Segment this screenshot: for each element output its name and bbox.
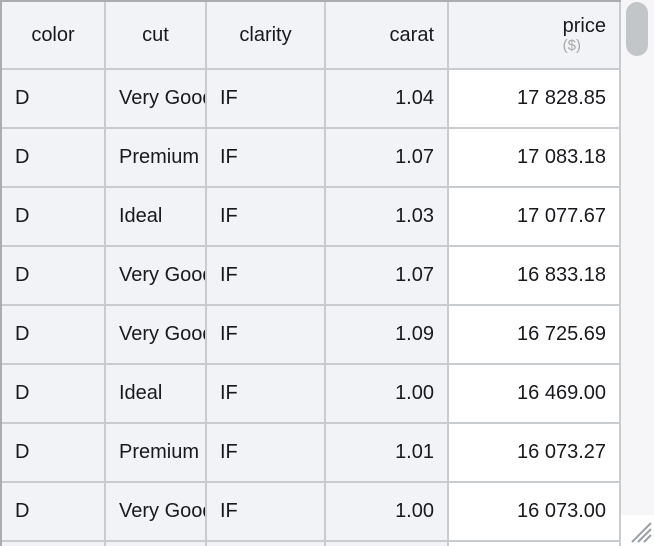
cell-cut: Premium [106,129,207,188]
table-row: D Premium IF 1.01 16 073.27 [2,424,621,483]
cell-clarity [207,542,326,546]
cell-color: D [2,188,106,247]
table-row: D Very Good IF 1.00 16 073.00 [2,483,621,542]
diamonds-table: color cut clarity carat price ($) D Very … [2,2,621,546]
table-row: D Very Good IF 1.04 17 828.85 [2,70,621,129]
cell-price: 16 073.27 [449,424,621,483]
cell-color: D [2,247,106,306]
header-row: color cut clarity carat price ($) [2,2,621,70]
resize-grip-icon[interactable] [627,518,653,544]
table-row: D Very Good IF 1.09 16 725.69 [2,306,621,365]
cell-carat: 1.07 [326,247,449,306]
cell-cut: Premium [106,424,207,483]
cell-clarity: IF [207,129,326,188]
cell-clarity: IF [207,483,326,542]
table-row: D Ideal IF 1.03 17 077.67 [2,188,621,247]
cell-cut: Very Good [106,247,207,306]
cell-price: 16 073.00 [449,483,621,542]
cell-cut [106,542,207,546]
cell-clarity: IF [207,247,326,306]
partial-next-row [2,542,621,546]
cell-price: 17 828.85 [449,70,621,129]
cell-color: D [2,424,106,483]
vertical-scrollbar[interactable] [621,0,654,515]
cell-color: D [2,483,106,542]
cell-carat: 1.01 [326,424,449,483]
cell-cut: Ideal [106,188,207,247]
cell-cut: Ideal [106,365,207,424]
cell-price: 16 725.69 [449,306,621,365]
column-header-cut[interactable]: cut [106,2,207,70]
cell-clarity: IF [207,424,326,483]
cell-carat: 1.00 [326,365,449,424]
column-header-color[interactable]: color [2,2,106,70]
cell-cut: Very Good [106,306,207,365]
cell-carat: 1.09 [326,306,449,365]
column-header-price[interactable]: price ($) [449,2,621,70]
cell-cut: Very Good [106,70,207,129]
cell-carat: 1.00 [326,483,449,542]
table-row: D Very Good IF 1.07 16 833.18 [2,247,621,306]
cell-color: D [2,365,106,424]
cell-color: D [2,306,106,365]
scrollbar-thumb[interactable] [626,2,648,56]
table-body: D Very Good IF 1.04 17 828.85 D Premium IF 1.07 1… [2,70,621,546]
cell-color: D [2,129,106,188]
cell-price: 17 077.67 [449,188,621,247]
cell-clarity: IF [207,70,326,129]
table-header: color cut clarity carat price ($) [2,2,621,70]
price-header-label: price [562,15,606,38]
table-row: D Ideal IF 1.00 16 469.00 [2,365,621,424]
cell-color [2,542,106,546]
cell-carat: 1.07 [326,129,449,188]
cell-carat: 1.03 [326,188,449,247]
cell-clarity: IF [207,188,326,247]
cell-price: 16 833.18 [449,247,621,306]
cell-color: D [2,70,106,129]
cell-price: 16 469.00 [449,365,621,424]
cell-carat: 1.04 [326,70,449,129]
table-viewport: color cut clarity carat price ($) D Very … [0,0,621,546]
cell-clarity: IF [207,306,326,365]
cell-price [449,542,621,546]
cell-cut: Very Good [106,483,207,542]
price-header-unit: ($) [562,36,581,54]
column-header-clarity[interactable]: clarity [207,2,326,70]
column-header-carat[interactable]: carat [326,2,449,70]
table-row: D Premium IF 1.07 17 083.18 [2,129,621,188]
scrollbar-corner [621,515,654,546]
cell-price: 17 083.18 [449,129,621,188]
cell-clarity: IF [207,365,326,424]
cell-carat [326,542,449,546]
